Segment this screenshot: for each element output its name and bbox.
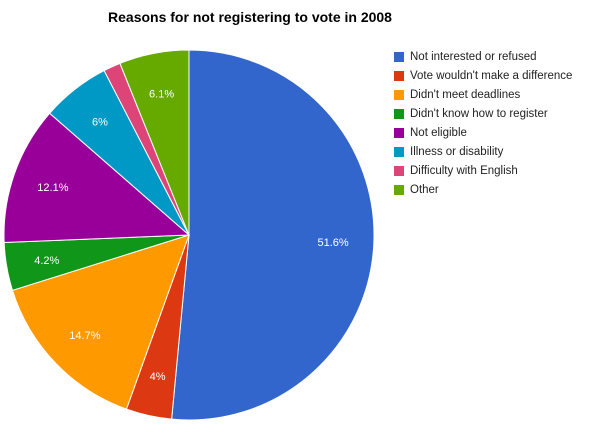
legend-label: Not eligible [410, 126, 467, 139]
slice-label-1: 4% [150, 371, 166, 383]
legend-swatch [394, 127, 404, 138]
legend-swatch [394, 70, 404, 81]
legend-swatch [394, 165, 404, 176]
legend-label: Illness or disability [410, 145, 504, 158]
slice-label-3: 4.2% [34, 255, 59, 267]
pie-slice-0 [171, 49, 375, 421]
legend-item-6: Difficulty with English [394, 161, 572, 180]
legend-label: Vote wouldn't make a difference [410, 69, 573, 82]
pie-slice-7 [119, 49, 190, 236]
legend-item-3: Didn't know how to register [394, 104, 572, 123]
pie-slice-4 [3, 112, 191, 244]
legend-label: Didn't meet deadlines [410, 88, 521, 101]
legend-item-5: Illness or disability [394, 142, 572, 161]
legend-swatch [394, 89, 404, 100]
slice-label-7: 6.1% [149, 88, 174, 100]
legend-swatch [394, 184, 404, 195]
slice-label-5: 6% [92, 116, 108, 128]
legend-item-4: Not eligible [394, 123, 572, 142]
legend-item-7: Other [394, 180, 572, 199]
slice-label-0: 51.6% [317, 237, 348, 249]
legend-swatch [394, 108, 404, 119]
legend-label: Other [410, 183, 439, 196]
legend-item-0: Not interested or refused [394, 47, 572, 66]
legend-label: Not interested or refused [410, 50, 537, 63]
legend-swatch [394, 146, 404, 157]
legend-swatch [394, 51, 404, 62]
legend-item-2: Didn't meet deadlines [394, 85, 572, 104]
pie-slice-2 [11, 234, 190, 410]
slice-label-4: 12.1% [37, 182, 68, 194]
legend-label: Difficulty with English [410, 164, 518, 177]
legend-label: Didn't know how to register [410, 107, 548, 120]
slice-label-2: 14.7% [69, 330, 100, 342]
legend-item-1: Vote wouldn't make a difference [394, 66, 572, 85]
chart-title: Reasons for not registering to vote in 2… [108, 9, 392, 25]
chart-legend: Not interested or refused Vote wouldn't m… [394, 47, 572, 199]
